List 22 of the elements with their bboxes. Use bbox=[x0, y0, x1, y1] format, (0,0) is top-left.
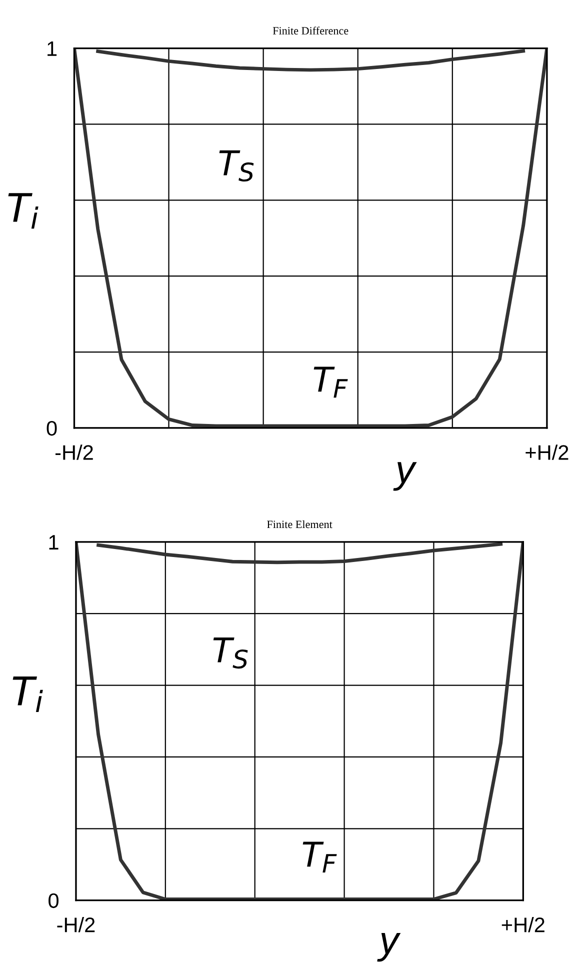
chart-title: Finite Element bbox=[267, 520, 332, 528]
x-tick-label: -H/2 bbox=[57, 916, 95, 932]
text: T$_{S}$ bbox=[219, 150, 254, 182]
x-tick-label: -H/2 bbox=[55, 444, 93, 460]
chart-title: Finite Difference bbox=[272, 26, 348, 35]
y-axis-title: T$_{i}$ bbox=[8, 193, 38, 229]
line-series bbox=[96, 542, 503, 564]
text: T$_{S}$ bbox=[213, 637, 248, 669]
line-series bbox=[76, 542, 524, 900]
x-tick-label: +H/2 bbox=[502, 916, 544, 932]
y-tick-label: 1 bbox=[49, 535, 58, 550]
line-series bbox=[74, 48, 547, 428]
y-tick-label: 1 bbox=[48, 42, 57, 56]
y-axis-title: T$_{i}$ bbox=[12, 676, 43, 712]
series-label: T$_{F}$ bbox=[302, 842, 337, 872]
x-axis-title: y bbox=[377, 933, 401, 962]
y-tick-label: 0 bbox=[46, 420, 57, 436]
series-label: T$_{F}$ bbox=[314, 366, 348, 398]
x-axis-title: y bbox=[393, 462, 417, 491]
y-tick-label: 0 bbox=[48, 893, 58, 908]
line-series bbox=[96, 49, 526, 72]
x-tick-label: +H/2 bbox=[526, 444, 568, 460]
